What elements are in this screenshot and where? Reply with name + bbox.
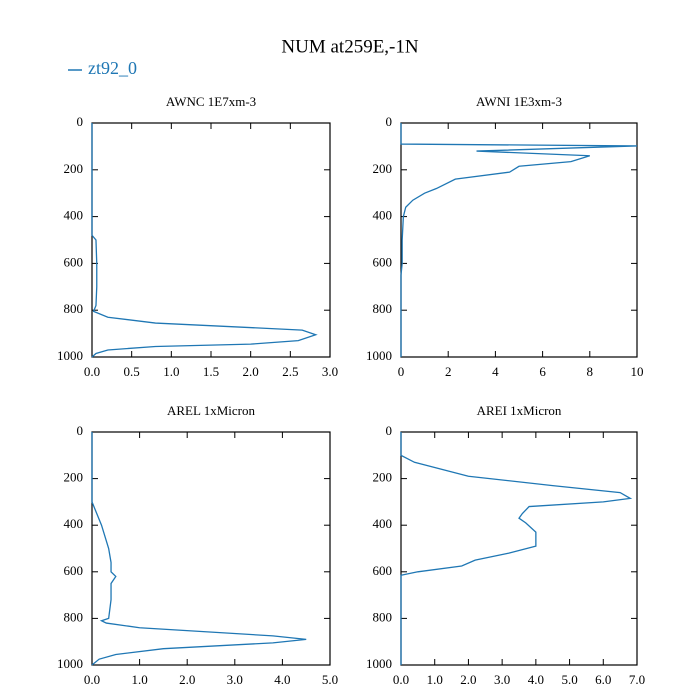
x-tick-label: 0.5 — [124, 364, 140, 379]
y-tick-label: 200 — [373, 161, 393, 176]
panel-title: AWNC 1E7xm-3 — [166, 94, 256, 109]
profile-line — [400, 123, 638, 357]
x-tick-label: 4.0 — [528, 672, 544, 687]
x-tick-label: 6 — [539, 364, 546, 379]
x-tick-label: 1.0 — [427, 672, 443, 687]
panel-title: AREL 1xMicron — [167, 403, 255, 418]
y-tick-label: 400 — [373, 208, 393, 223]
y-tick-label: 1000 — [366, 348, 392, 363]
x-tick-label: 7.0 — [629, 672, 645, 687]
panel-title: AWNI 1E3xm-3 — [476, 94, 562, 109]
x-tick-label: 10 — [631, 364, 644, 379]
profile-line — [400, 432, 633, 665]
y-tick-label: 400 — [64, 208, 84, 223]
y-tick-label: 0 — [386, 423, 393, 438]
y-tick-label: 1000 — [366, 656, 392, 671]
x-tick-label: 4.0 — [274, 672, 290, 687]
plot-frame — [91, 122, 331, 358]
y-tick-label: 600 — [64, 254, 84, 269]
x-tick-label: 0 — [398, 364, 405, 379]
x-tick-label: 1.0 — [131, 672, 147, 687]
x-tick-label: 1.5 — [203, 364, 219, 379]
y-tick-label: 800 — [64, 609, 84, 624]
x-tick-label: 2.5 — [282, 364, 298, 379]
x-tick-label: 3.0 — [494, 672, 510, 687]
x-tick-label: 2 — [445, 364, 452, 379]
legend-label: zt92_0 — [88, 58, 137, 78]
y-tick-label: 0 — [77, 423, 84, 438]
x-tick-label: 0.0 — [84, 364, 100, 379]
y-tick-label: 0 — [386, 114, 393, 129]
x-tick-label: 8 — [587, 364, 594, 379]
x-tick-label: 2.0 — [179, 672, 195, 687]
x-tick-label: 1.0 — [163, 364, 179, 379]
y-tick-label: 200 — [373, 470, 393, 485]
y-tick-label: 200 — [64, 161, 84, 176]
x-tick-label: 3.0 — [227, 672, 243, 687]
panel-title: AREI 1xMicron — [477, 403, 562, 418]
x-tick-label: 5.0 — [561, 672, 577, 687]
y-tick-label: 0 — [77, 114, 84, 129]
y-tick-label: 600 — [373, 254, 393, 269]
profile-line — [91, 123, 318, 358]
y-tick-label: 200 — [64, 470, 84, 485]
x-tick-label: 6.0 — [595, 672, 611, 687]
profile-line — [91, 432, 307, 666]
figure-title: NUM at259E,-1N — [281, 36, 418, 57]
y-tick-label: 800 — [373, 301, 393, 316]
y-tick-label: 800 — [64, 301, 84, 316]
x-tick-label: 3.0 — [322, 364, 338, 379]
y-tick-label: 800 — [373, 609, 393, 624]
x-tick-label: 4 — [492, 364, 499, 379]
plot-frame — [400, 431, 638, 666]
x-tick-label: 5.0 — [322, 672, 338, 687]
x-tick-label: 2.0 — [460, 672, 476, 687]
y-tick-label: 400 — [64, 516, 84, 531]
y-tick-label: 1000 — [57, 656, 83, 671]
x-tick-label: 2.0 — [243, 364, 259, 379]
plot-frame — [91, 431, 331, 666]
y-tick-label: 400 — [373, 516, 393, 531]
x-tick-label: 0.0 — [84, 672, 100, 687]
plot-frame — [400, 122, 638, 358]
y-tick-label: 1000 — [57, 348, 83, 363]
x-tick-label: 0.0 — [393, 672, 409, 687]
y-tick-label: 600 — [64, 563, 84, 578]
y-tick-label: 600 — [373, 563, 393, 578]
